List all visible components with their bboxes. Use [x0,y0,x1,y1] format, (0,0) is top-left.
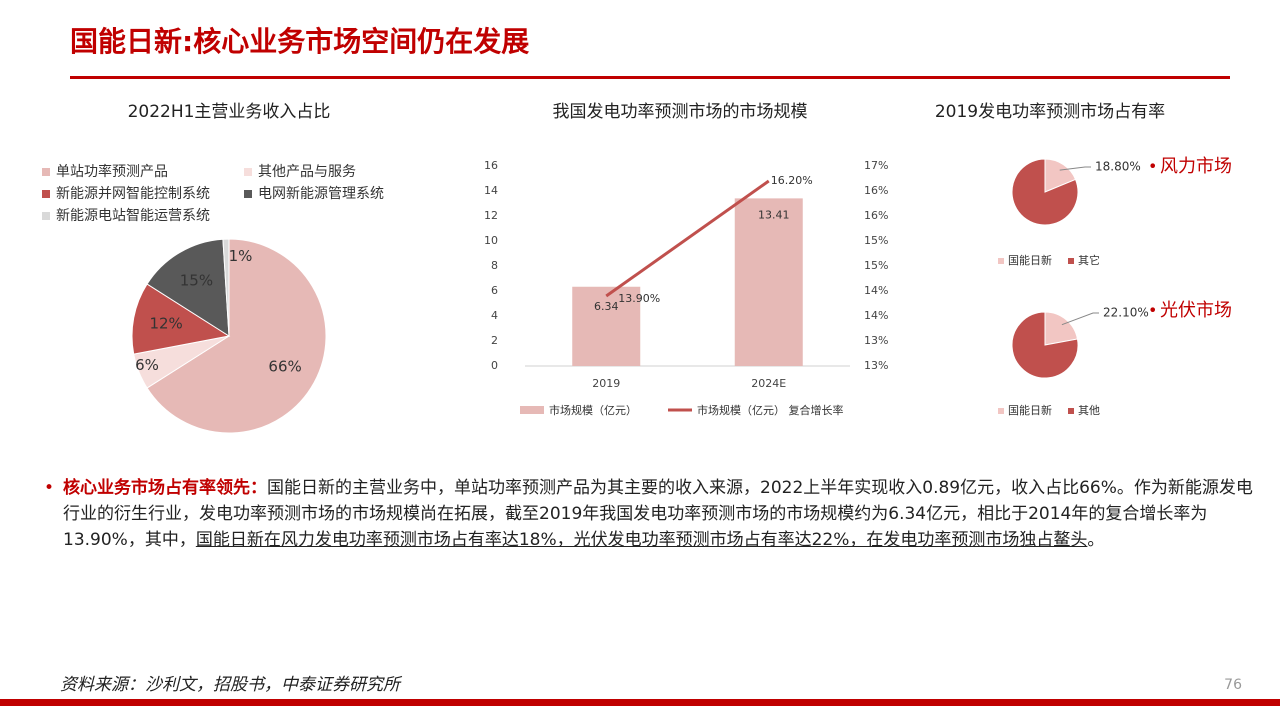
x-tick-label: 2019 [592,377,620,390]
data-label: 12% [149,315,182,333]
pie-slice [1011,311,1079,379]
data-label: 13.41 [758,208,790,221]
legend-label: 其他产品与服务 [258,164,356,180]
legend-swatch [42,212,50,220]
y-tick-label: 16 [484,159,498,172]
legend-swatch [520,406,544,414]
pie-slice [146,238,327,434]
data-label: 18.80% [1095,160,1141,174]
legend-swatch [42,190,50,198]
data-label: 13.90% [618,292,660,305]
footer-bar [0,699,1280,706]
legend-label: 市场规模（亿元） [549,403,637,417]
annotation: 光伏市场 [1160,300,1232,321]
y-tick-label: 6 [491,284,498,297]
legend-swatch [1068,408,1074,414]
slide-title: 国能日新:核心业务市场空间仍在发展 [70,25,529,58]
y-tick-label: 2 [491,334,498,347]
bullet: • [44,478,55,498]
data-label: 15% [180,271,213,289]
y-tick-label: 10 [484,234,498,247]
data-label: 16.20% [771,174,813,187]
y-tick-label: 12 [484,209,498,222]
legend-swatch [1068,258,1074,264]
data-label: 1% [229,247,253,265]
bar [734,198,803,366]
page-number: 76 [1224,677,1242,693]
legend-label: 单站功率预测产品 [56,163,168,180]
pie-slice [222,238,230,337]
title-rule [70,76,1230,79]
bar [572,286,641,366]
legend-label: 其它 [1078,253,1100,267]
legend-swatch [998,408,1004,414]
pie-slice [1044,158,1077,193]
body-lead: 核心业务市场占有率领先： [63,478,267,498]
annotation-bullet: • [1148,157,1157,176]
line [605,179,770,298]
y2-tick-label: 16% [864,209,888,222]
y2-tick-label: 13% [864,359,888,372]
legend-label: 市场规模（亿元） 复合增长率 [697,403,844,417]
chart-title: 2022H1主营业务收入占比 [128,102,331,122]
y2-tick-label: 16% [864,184,888,197]
leader-line [1059,166,1091,171]
pie-slice [131,283,231,355]
data-label: 6.34 [594,300,619,313]
data-label: 6% [135,356,159,374]
pie-slice [1011,158,1079,226]
x-tick-label: 2024E [751,377,786,390]
y-tick-label: 8 [491,259,498,272]
data-label: 22.10% [1103,306,1149,320]
annotation: 风力市场 [1160,156,1232,177]
body-underlined: 国能日新在风力发电功率预测市场占有率达18%，光伏发电功率预测市场占有率达22%… [195,530,1088,550]
body-text-main: 国能日新的主营业务中，单站功率预测产品为其主要的收入来源，2022上半年实现收入… [63,478,1253,550]
y2-tick-label: 15% [864,259,888,272]
y2-tick-label: 15% [864,234,888,247]
legend-label: 国能日新 [1008,253,1052,267]
chart-title: 2019发电功率预测市场占有率 [935,102,1165,122]
legend-swatch [998,258,1004,264]
leader-line [1061,312,1099,326]
legend-swatch [244,168,252,176]
legend-swatch [42,168,50,176]
legend-label: 新能源并网智能控制系统 [56,186,210,202]
pie-slice [1044,311,1079,346]
legend-label: 国能日新 [1008,403,1052,417]
chart-title: 我国发电功率预测市场的市场规模 [553,102,808,122]
y2-tick-label: 14% [864,284,888,297]
body-end: 。 [1087,530,1105,550]
y-tick-label: 14 [484,184,498,197]
legend-label: 电网新能源管理系统 [258,186,384,202]
source: 资料来源：沙利文，招股书，中泰证券研究所 [60,675,403,695]
annotation-bullet: • [1148,301,1157,320]
y2-tick-label: 17% [864,159,888,172]
pie-slice [146,238,230,337]
y-tick-label: 4 [491,309,498,322]
legend-label: 其他 [1078,404,1100,417]
y2-tick-label: 14% [864,309,888,322]
body-text: 核心业务市场占有率领先：国能日新的主营业务中，单站功率预测产品为其主要的收入来源… [63,475,1253,553]
legend-swatch [244,190,252,198]
legend-label: 新能源电站智能运营系统 [56,208,210,224]
y-tick-label: 0 [491,359,498,372]
data-label: 66% [268,357,301,375]
y2-tick-label: 13% [864,334,888,347]
